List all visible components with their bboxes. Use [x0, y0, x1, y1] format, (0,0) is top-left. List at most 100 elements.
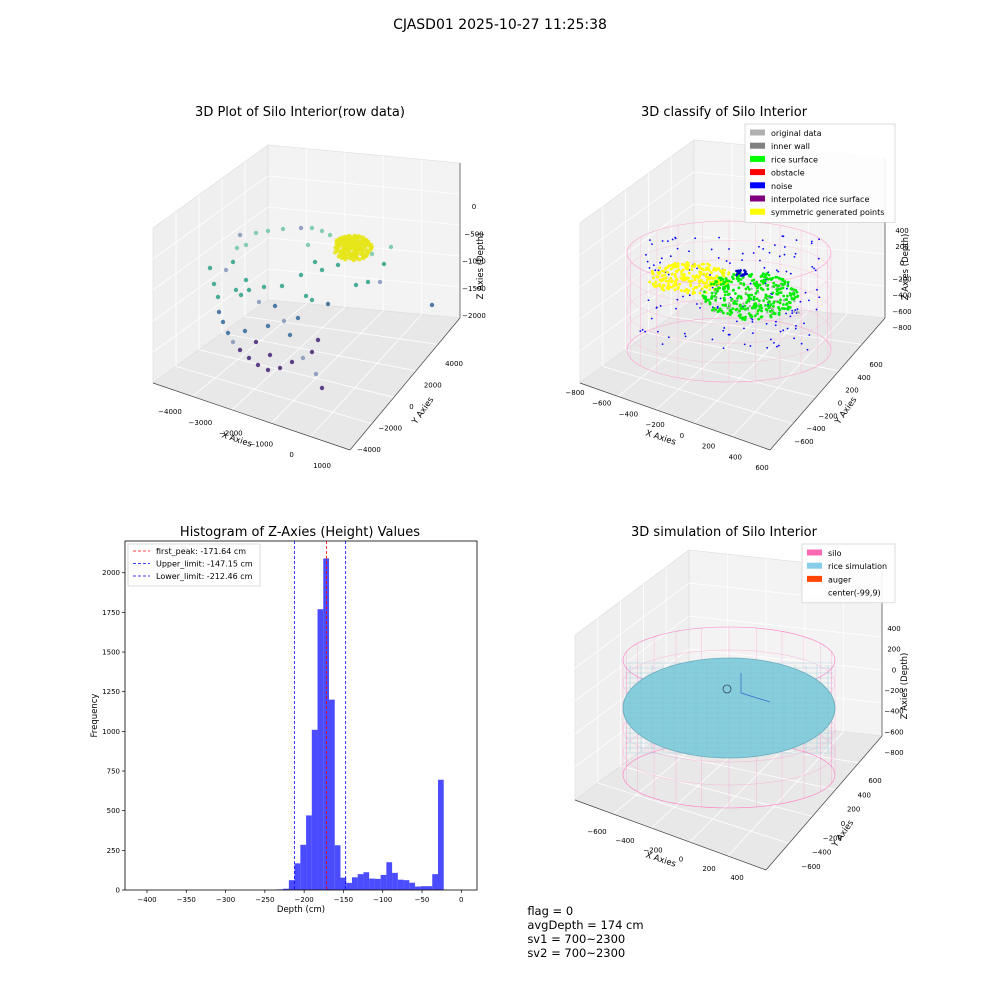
- rice-surface-point: [744, 287, 748, 291]
- rice-surface-point: [726, 312, 729, 315]
- rice-surface-point: [714, 288, 717, 291]
- symmetric-point: [707, 268, 711, 272]
- classify-legend-label: symmetric generated points: [771, 208, 884, 217]
- symmetric-point: [702, 272, 706, 276]
- raw-point: [265, 323, 271, 329]
- x-tick: 600: [755, 464, 768, 472]
- rice-surface-point: [735, 302, 738, 306]
- raw-point: [223, 267, 229, 273]
- symmetric-point: [700, 267, 704, 270]
- symmetric-point: [664, 266, 668, 270]
- raw-point: [353, 235, 359, 241]
- y-tick: −2000: [378, 425, 402, 433]
- noise-point: [648, 239, 651, 242]
- raw-point: [313, 371, 319, 377]
- raw-point: [344, 243, 350, 248]
- symmetric-point: [701, 280, 705, 284]
- x-tick: −600: [587, 828, 606, 836]
- noise-point: [791, 309, 794, 312]
- rice-surface-point: [764, 273, 768, 276]
- symmetric-point: [654, 280, 658, 284]
- x-tick: 200: [702, 865, 715, 873]
- noise-point: [810, 242, 813, 245]
- y-tick-label: 1500: [102, 649, 120, 657]
- rice-surface-point: [767, 306, 771, 310]
- noise-point: [769, 338, 772, 341]
- classify-legend-label: inner wall: [771, 142, 810, 151]
- panel-sim: 3D simulation of Silo Interior −600 −400 −2…: [574, 525, 910, 882]
- original-point: [775, 286, 779, 289]
- noise-point: [696, 267, 699, 270]
- classify-legend: [744, 123, 896, 223]
- rice-surface-point: [771, 305, 775, 308]
- symmetric-point: [705, 278, 709, 282]
- symmetric-point: [661, 283, 665, 287]
- noise-point: [779, 330, 782, 333]
- classify-legend-swatch: [750, 208, 765, 215]
- rice-surface-point: [765, 276, 768, 280]
- symmetric-point: [654, 285, 658, 288]
- rice-surface-point: [731, 307, 735, 311]
- noise-point: [647, 299, 650, 302]
- raw-point: [256, 299, 262, 305]
- original-point: [728, 301, 731, 305]
- raw-point: [265, 228, 271, 234]
- noise-point: [775, 320, 777, 323]
- y-axis-line: [349, 317, 461, 451]
- raw-point: [341, 255, 347, 260]
- rice-surface-point: [760, 315, 764, 319]
- raw-point: [345, 238, 350, 243]
- noise-point: [729, 296, 732, 299]
- sim-legend-label: silo: [828, 549, 842, 558]
- original-point: [713, 290, 716, 293]
- raw-point: [337, 249, 342, 254]
- y-tick: 0: [409, 403, 413, 411]
- rice-surface-point: [778, 308, 782, 312]
- symmetric-point: [673, 263, 677, 267]
- histogram-bar: [351, 877, 358, 890]
- rice-surface-point: [714, 280, 718, 283]
- rice-surface-point: [750, 315, 754, 319]
- z-tick: −400: [892, 292, 911, 300]
- rice-surface-point: [762, 299, 766, 302]
- raw-point: [265, 367, 271, 373]
- noise-point: [741, 273, 744, 276]
- noise-point: [674, 236, 677, 239]
- raw-point: [272, 303, 278, 309]
- z-tick: −600: [892, 308, 911, 316]
- noise-point: [818, 238, 820, 241]
- rice-surface-point: [755, 280, 759, 284]
- rice-surface-point: [786, 284, 790, 288]
- noise-point: [716, 305, 719, 308]
- y-tick: −400: [812, 849, 831, 857]
- rice-surface-point: [721, 278, 725, 281]
- z-tick: −600: [884, 728, 903, 736]
- original-point: [728, 303, 731, 306]
- y-axis-label: Y Axies: [410, 395, 437, 427]
- rice-surface-point: [732, 288, 735, 292]
- y-tick: 0: [841, 820, 845, 828]
- raw-point: [363, 243, 369, 248]
- raw-point: [315, 337, 321, 343]
- noise-point: [676, 298, 679, 301]
- symmetric-point: [683, 276, 687, 280]
- rice-surface-point: [781, 303, 785, 306]
- raw-point: [381, 261, 387, 267]
- original-point: [750, 287, 753, 290]
- symmetric-point: [708, 263, 712, 267]
- histogram-bar: [380, 874, 387, 890]
- rice-surface-point: [725, 290, 729, 294]
- noise-point: [796, 308, 799, 310]
- symmetric-point: [686, 267, 690, 271]
- histogram-bar: [392, 872, 398, 890]
- symmetric-point: [689, 283, 693, 286]
- rice-surface-point: [717, 309, 721, 312]
- panel-title: 3D Plot of Silo Interior(row data): [195, 105, 405, 120]
- noise-point: [737, 271, 740, 274]
- noise-point: [763, 266, 766, 269]
- noise-point: [785, 287, 788, 290]
- noise-point: [776, 345, 778, 348]
- x-tick-label: −100: [373, 896, 392, 904]
- noise-point: [719, 297, 722, 300]
- raw-point: [242, 328, 248, 334]
